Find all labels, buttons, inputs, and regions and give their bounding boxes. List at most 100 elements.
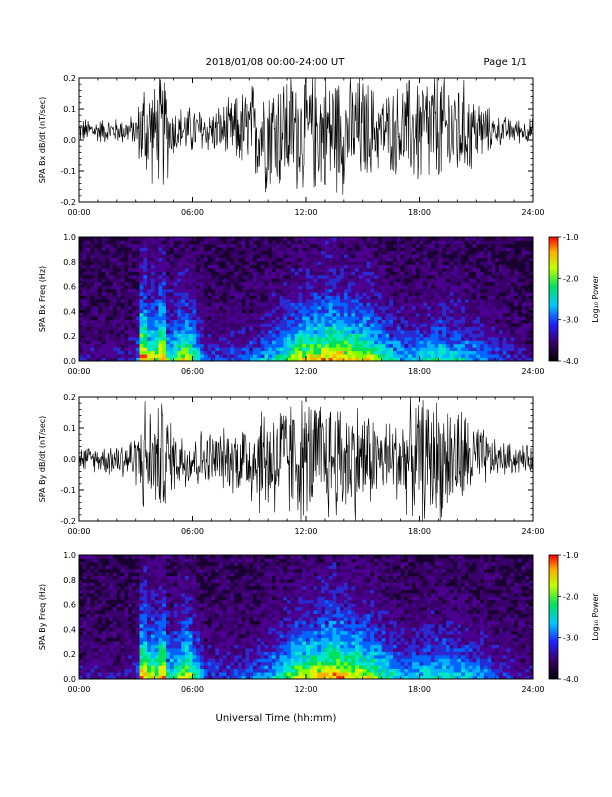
spectrogram-cell: [166, 309, 170, 313]
spectrogram-cell: [499, 330, 503, 334]
spectrogram-cell: [90, 572, 94, 576]
spectrogram-cell: [469, 344, 473, 348]
spectrogram-cell: [272, 296, 276, 300]
spectrogram-cell: [514, 337, 518, 341]
spectrogram-cell: [336, 289, 340, 293]
spectrogram-cell: [124, 340, 128, 344]
spectrogram-cell: [499, 351, 503, 355]
spectrogram-cell: [105, 251, 109, 255]
spectrogram-cell: [261, 278, 265, 282]
spectrogram-cell: [336, 237, 340, 241]
spectrogram-cell: [253, 327, 257, 331]
spectrogram-cell: [427, 344, 431, 348]
spectrogram-cell: [438, 299, 442, 303]
spectrogram-cell: [389, 251, 393, 255]
spectrogram-cell: [264, 244, 268, 248]
spectrogram-cell: [525, 244, 529, 248]
spectrogram-cell: [461, 302, 465, 306]
spectrogram-cell: [378, 265, 382, 269]
spectrogram-cell: [249, 354, 253, 358]
spectrogram-cell: [518, 244, 522, 248]
spectrogram-cell: [416, 302, 420, 306]
spectrogram-cell: [484, 251, 488, 255]
spectrogram-cell: [438, 271, 442, 275]
spectrogram-cell: [314, 309, 318, 313]
spectrogram-cell: [98, 572, 102, 576]
spectrogram-cell: [140, 292, 144, 296]
spectrogram-cell: [321, 278, 325, 282]
spectrogram-cell: [314, 265, 318, 269]
spectrogram-cell: [268, 306, 272, 310]
spectrogram-cell: [94, 292, 98, 296]
spectrogram-cell: [488, 261, 492, 265]
spectrogram-cell: [363, 292, 367, 296]
spectrogram-cell: [420, 289, 424, 293]
spectrogram-cell: [257, 292, 261, 296]
spectrogram-cell: [147, 354, 151, 358]
spectrogram-cell: [219, 306, 223, 310]
spectrogram-cell: [234, 296, 238, 300]
spectrogram-cell: [158, 354, 162, 358]
spectrogram-cell: [291, 265, 295, 269]
spectrogram-cell: [480, 327, 484, 331]
spectrogram-cell: [102, 271, 106, 275]
spectrogram-cell: [404, 275, 408, 279]
spectrogram-cell: [87, 662, 91, 666]
spectrogram-cell: [109, 662, 113, 666]
spectrogram-cell: [404, 309, 408, 313]
spectrogram-cell: [317, 251, 321, 255]
spectrogram-cell: [385, 258, 389, 262]
spectrogram-cell: [514, 275, 518, 279]
spectrogram-cell: [291, 258, 295, 262]
spectrogram-cell: [147, 240, 151, 244]
spectrogram-cell: [321, 340, 325, 344]
spectrogram-cell: [461, 282, 465, 286]
spectrogram-cell: [87, 261, 91, 265]
spectrogram-cell: [385, 320, 389, 324]
spectrogram-cell: [196, 340, 200, 344]
spectrogram-cell: [510, 268, 514, 272]
spectrogram-cell: [510, 278, 514, 282]
spectrogram-cell: [90, 244, 94, 248]
spectrogram-cell: [117, 265, 121, 269]
spectrogram-cell: [155, 323, 159, 327]
spectrogram-cell: [272, 237, 276, 241]
spectrogram-cell: [427, 323, 431, 327]
y-tick-label: 1.0: [63, 233, 76, 242]
spectrogram-cell: [268, 275, 272, 279]
spectrogram-cell: [359, 244, 363, 248]
spectrogram-cell: [382, 268, 386, 272]
spectrogram-cell: [132, 330, 136, 334]
spectrogram-cell: [227, 268, 231, 272]
spectrogram-cell: [382, 251, 386, 255]
spectrogram-cell: [223, 296, 227, 300]
spectrogram-cell: [401, 240, 405, 244]
spectrogram-cell: [317, 237, 321, 241]
spectrogram-cell: [234, 237, 238, 241]
spectrogram-cell: [457, 237, 461, 241]
spectrogram-cell: [204, 323, 208, 327]
spectrogram-cell: [461, 299, 465, 303]
spectrogram-cell: [283, 289, 287, 293]
spectrogram-cell: [102, 641, 106, 645]
spectrogram-cell: [435, 306, 439, 310]
spectrogram-cell: [525, 313, 529, 317]
spectrogram-cell: [457, 240, 461, 244]
spectrogram-cell: [136, 240, 140, 244]
spectrogram-cell: [302, 289, 306, 293]
spectrogram-cell: [420, 299, 424, 303]
spectrogram-cell: [230, 296, 234, 300]
spectrogram-cell: [234, 247, 238, 251]
spectrogram-cell: [253, 240, 257, 244]
spectrogram-cell: [238, 340, 242, 344]
spectrogram-cell: [480, 313, 484, 317]
spectrogram-cell: [264, 320, 268, 324]
spectrogram-cell: [382, 282, 386, 286]
spectrogram-cell: [397, 347, 401, 351]
spectrogram-cell: [124, 289, 128, 293]
spectrogram-cell: [162, 309, 166, 313]
spectrogram-cell: [348, 254, 352, 258]
spectrogram-cell: [435, 289, 439, 293]
spectrogram-cell: [113, 634, 117, 638]
spectrogram-cell: [98, 579, 102, 583]
